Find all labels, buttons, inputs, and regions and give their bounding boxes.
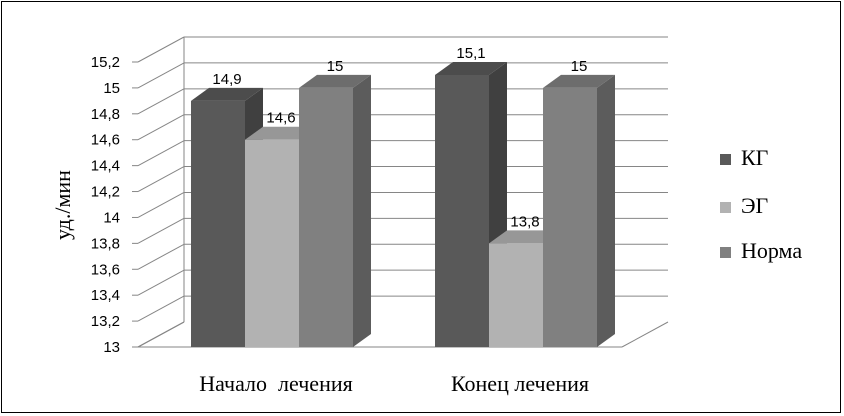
gridline-side (137, 62, 185, 89)
legend-label: КГ (741, 145, 769, 170)
data-label: 15 (571, 58, 588, 75)
gridline-side (137, 114, 185, 141)
bar-side (597, 74, 615, 347)
legend: КГ ЭГ Норма (720, 145, 802, 263)
data-label: 13,8 (510, 213, 539, 230)
y-tick-label: 13,6 (91, 261, 120, 278)
gridline-side (137, 192, 185, 218)
gridline-side (137, 243, 185, 270)
gridline-side (137, 217, 185, 244)
bar-top (435, 61, 507, 75)
gridline-side (137, 166, 185, 192)
y-tick-label: 15 (103, 80, 120, 97)
gridline-side (137, 321, 185, 348)
legend-swatch (720, 247, 731, 258)
gridline-side (137, 140, 185, 167)
legend-item: Норма (720, 238, 802, 263)
bar-front (543, 87, 597, 347)
data-label: 14,6 (266, 110, 295, 127)
floor-right-edge (621, 321, 669, 348)
y-tick-label: 13,2 (91, 313, 120, 330)
category-labels: Начало лечения Конец лечения (199, 371, 589, 396)
legend-swatch (720, 154, 731, 165)
category-label: Начало лечения (199, 371, 352, 396)
bars (191, 61, 615, 348)
y-tick-label: 14,2 (91, 184, 120, 201)
legend-label: Норма (741, 238, 802, 263)
bar-front (191, 100, 245, 347)
legend-item: ЭГ (720, 193, 769, 218)
gridline-side (137, 36, 185, 63)
data-label: 14,9 (212, 71, 241, 88)
y-tick-label: 14,4 (91, 158, 120, 175)
bar-top (299, 74, 371, 88)
data-labels: 14,9 14,6 15 15,1 13,8 15 (212, 45, 587, 230)
y-tick-label: 14,8 (91, 106, 120, 123)
category-label: Конец лечения (451, 371, 589, 396)
bar-Норма-2 (543, 74, 615, 347)
y-axis-title: уд./мин (50, 170, 75, 240)
data-label: 15,1 (456, 45, 485, 62)
legend-label: ЭГ (741, 193, 769, 218)
y-tick-label: 13 (103, 339, 120, 356)
bar-front (489, 243, 543, 347)
bar-side (353, 74, 371, 347)
y-tick-label: 14,6 (91, 132, 120, 149)
legend-swatch (720, 202, 731, 213)
bar-top (543, 74, 615, 88)
bar-front (245, 139, 299, 347)
y-tick-label: 15,2 (91, 54, 120, 71)
y-tick-label: 13,4 (91, 287, 120, 304)
bar-top (191, 87, 263, 101)
data-label: 15 (327, 58, 344, 75)
y-axis-ticks: 13 13,2 13,4 13,6 13,8 14 14,2 14,4 14,6 14,8 15 15… (91, 54, 138, 356)
y-tick-label: 13,8 (91, 235, 120, 252)
bar-front (435, 74, 489, 348)
bar-Норма-1 (299, 74, 371, 347)
bar-front (299, 87, 353, 347)
gridline-side (137, 88, 185, 115)
legend-item: КГ (720, 145, 769, 170)
gridline-side (137, 295, 185, 322)
gridline-side (137, 269, 185, 296)
y-tick-label: 14 (103, 209, 120, 226)
